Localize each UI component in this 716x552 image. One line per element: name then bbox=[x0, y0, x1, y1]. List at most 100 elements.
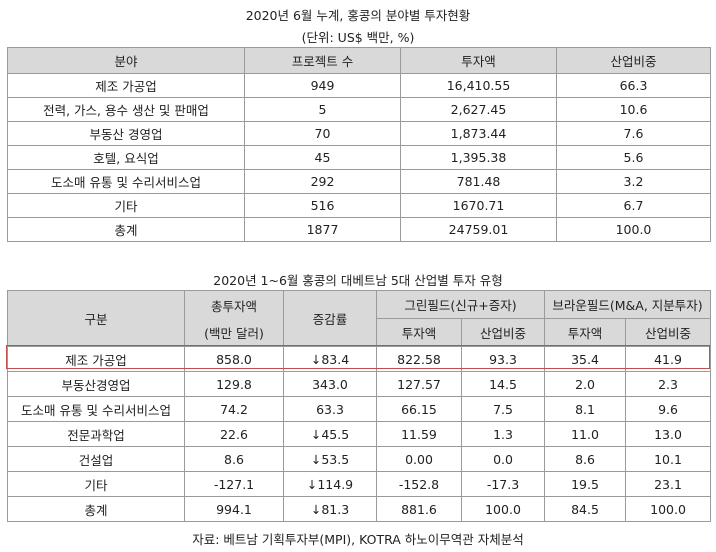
table-row: 전문과학업 22.6 ↓45.5 11.59 1.3 11.0 13.0 bbox=[7, 421, 712, 447]
table-row: 총계 994.1 ↓81.3 881.6 100.0 84.5 100.0 bbox=[7, 496, 712, 522]
table-cell: 74.2 bbox=[184, 396, 284, 422]
header-sector: 분야 bbox=[7, 47, 245, 74]
table-cell: 994.1 bbox=[184, 496, 284, 522]
table-subheader-row: 투자액 산업비중 투자액 산업비중 bbox=[8, 318, 712, 347]
table-cell: 41.9 bbox=[625, 346, 712, 372]
table-cell: 도소매 유통 및 수리서비스업 bbox=[7, 169, 245, 194]
table-cell: 93.3 bbox=[460, 346, 546, 372]
table-row: 기타 -127.1 ↓114.9 -152.8 -17.3 19.5 23.1 bbox=[7, 471, 712, 497]
table-cell: ↓53.5 bbox=[283, 446, 377, 472]
table-cell: 도소매 유통 및 수리서비스업 bbox=[7, 396, 185, 422]
header-brownfield: 브라운필드(M&A, 지분투자) bbox=[544, 290, 712, 319]
table-row: 기타 516 1670.71 6.7 bbox=[7, 193, 711, 218]
table-cell: 7.6 bbox=[556, 121, 711, 146]
header-brownfield-investment: 투자액 bbox=[544, 318, 627, 347]
header-share: 산업비중 bbox=[556, 47, 711, 74]
table-cell: 516 bbox=[244, 193, 401, 218]
table-cell: 100.0 bbox=[460, 496, 546, 522]
table-cell: 343.0 bbox=[283, 371, 377, 397]
table-cell: -17.3 bbox=[460, 471, 546, 497]
table-cell: 24759.01 bbox=[400, 217, 557, 242]
table-row: 제조 가공업 858.0 ↓83.4 822.58 93.3 35.4 41.9 bbox=[7, 346, 712, 372]
header-total: 총투자액 (백만 달러) bbox=[184, 290, 284, 347]
table-cell: 1,395.38 bbox=[400, 145, 557, 170]
table-cell: 1670.71 bbox=[400, 193, 557, 218]
header-greenfield-share: 산업비중 bbox=[460, 318, 546, 347]
table-cell: 7.5 bbox=[460, 396, 546, 422]
table-cell: 0.00 bbox=[376, 446, 462, 472]
table-cell: 14.5 bbox=[460, 371, 546, 397]
table-cell: 3.2 bbox=[556, 169, 711, 194]
header-change: 증감률 bbox=[283, 290, 377, 347]
table-cell: 127.57 bbox=[376, 371, 462, 397]
table-cell: 13.0 bbox=[625, 421, 712, 447]
header-category: 구분 bbox=[7, 290, 185, 347]
table-row: 부동산경영업 129.8 343.0 127.57 14.5 2.0 2.3 bbox=[7, 371, 712, 397]
source-note: 자료: 베트남 기획투자부(MPI), KOTRA 하노이무역관 자체분석 bbox=[192, 532, 524, 547]
table-cell: 총계 bbox=[7, 496, 185, 522]
table-header-row: 분야 프로젝트 수 투자액 산업비중 bbox=[7, 47, 711, 74]
table-cell: 70 bbox=[244, 121, 401, 146]
table-cell: ↓45.5 bbox=[283, 421, 377, 447]
table-cell: 5 bbox=[244, 97, 401, 122]
table-cell: 881.6 bbox=[376, 496, 462, 522]
table-row: 제조 가공업 949 16,410.55 66.3 bbox=[7, 73, 711, 98]
table-cell: 2.3 bbox=[625, 371, 712, 397]
table-cell: 23.1 bbox=[625, 471, 712, 497]
table-cell: 9.6 bbox=[625, 396, 712, 422]
table-cell: 16,410.55 bbox=[400, 73, 557, 98]
header-total-line2: (백만 달러) bbox=[204, 325, 264, 341]
sector-investment-table: 분야 프로젝트 수 투자액 산업비중 제조 가공업 949 16,410.55 66.… bbox=[7, 47, 711, 242]
table-cell: 1,873.44 bbox=[400, 121, 557, 146]
table-cell: 8.1 bbox=[544, 396, 627, 422]
table-row: 도소매 유통 및 수리서비스업 292 781.48 3.2 bbox=[7, 169, 711, 194]
table-cell: 858.0 bbox=[184, 346, 284, 372]
table-cell: 8.6 bbox=[184, 446, 284, 472]
table-cell: ↓114.9 bbox=[283, 471, 377, 497]
table-cell: 84.5 bbox=[544, 496, 627, 522]
header-greenfield-investment: 투자액 bbox=[376, 318, 462, 347]
table-header-row: 구분 총투자액 (백만 달러) 증감률 그린필드(신규+증자) 브라운필드(M&… bbox=[7, 290, 712, 347]
table-row: 건설업 8.6 ↓53.5 0.00 0.0 8.6 10.1 bbox=[7, 446, 712, 472]
table-cell: 기타 bbox=[7, 193, 245, 218]
header-greenfield: 그린필드(신규+증자) bbox=[375, 290, 546, 319]
table-cell: 63.3 bbox=[283, 396, 377, 422]
table-cell: 제조 가공업 bbox=[7, 73, 245, 98]
table-row: 총계 1877 24759.01 100.0 bbox=[7, 217, 711, 242]
table-cell: 부동산경영업 bbox=[7, 371, 185, 397]
table-cell: 11.0 bbox=[544, 421, 627, 447]
table-cell: 호텔, 요식업 bbox=[7, 145, 245, 170]
table-cell: 129.8 bbox=[184, 371, 284, 397]
table-cell: 건설업 bbox=[7, 446, 185, 472]
table-cell: 949 bbox=[244, 73, 401, 98]
table-cell: 45 bbox=[244, 145, 401, 170]
table-cell: 19.5 bbox=[544, 471, 627, 497]
table-cell: 0.0 bbox=[460, 446, 546, 472]
table1-unit: (단위: US$ 백만, %) bbox=[301, 30, 415, 45]
table-cell: 22.6 bbox=[184, 421, 284, 447]
table-cell: 기타 bbox=[7, 471, 185, 497]
table-cell: 2,627.45 bbox=[400, 97, 557, 122]
header-brownfield-share: 산업비중 bbox=[625, 318, 712, 347]
table-cell: ↓83.4 bbox=[283, 346, 377, 372]
table1-title: 2020년 6월 누계, 홍콩의 분야별 투자현황 bbox=[245, 8, 471, 23]
table-cell: 781.48 bbox=[400, 169, 557, 194]
table-cell: 66.15 bbox=[376, 396, 462, 422]
table-cell: 전문과학업 bbox=[7, 421, 185, 447]
table-cell: 1877 bbox=[244, 217, 401, 242]
table-cell: 100.0 bbox=[556, 217, 711, 242]
table-cell: -127.1 bbox=[184, 471, 284, 497]
table-cell: 총계 bbox=[7, 217, 245, 242]
table-cell: 292 bbox=[244, 169, 401, 194]
table-row: 부동산 경영업 70 1,873.44 7.6 bbox=[7, 121, 711, 146]
table-cell: 35.4 bbox=[544, 346, 627, 372]
table-cell: 66.3 bbox=[556, 73, 711, 98]
header-total-line1: 총투자액 bbox=[210, 298, 257, 314]
investment-type-table: 구분 총투자액 (백만 달러) 증감률 그린필드(신규+증자) 브라운필드(M&… bbox=[7, 290, 712, 522]
table-cell: 부동산 경영업 bbox=[7, 121, 245, 146]
table-cell: -152.8 bbox=[376, 471, 462, 497]
table-cell: 제조 가공업 bbox=[7, 346, 185, 372]
table-cell: 8.6 bbox=[544, 446, 627, 472]
table-cell: 1.3 bbox=[460, 421, 546, 447]
table-row: 전력, 가스, 용수 생산 및 판매업 5 2,627.45 10.6 bbox=[7, 97, 711, 122]
